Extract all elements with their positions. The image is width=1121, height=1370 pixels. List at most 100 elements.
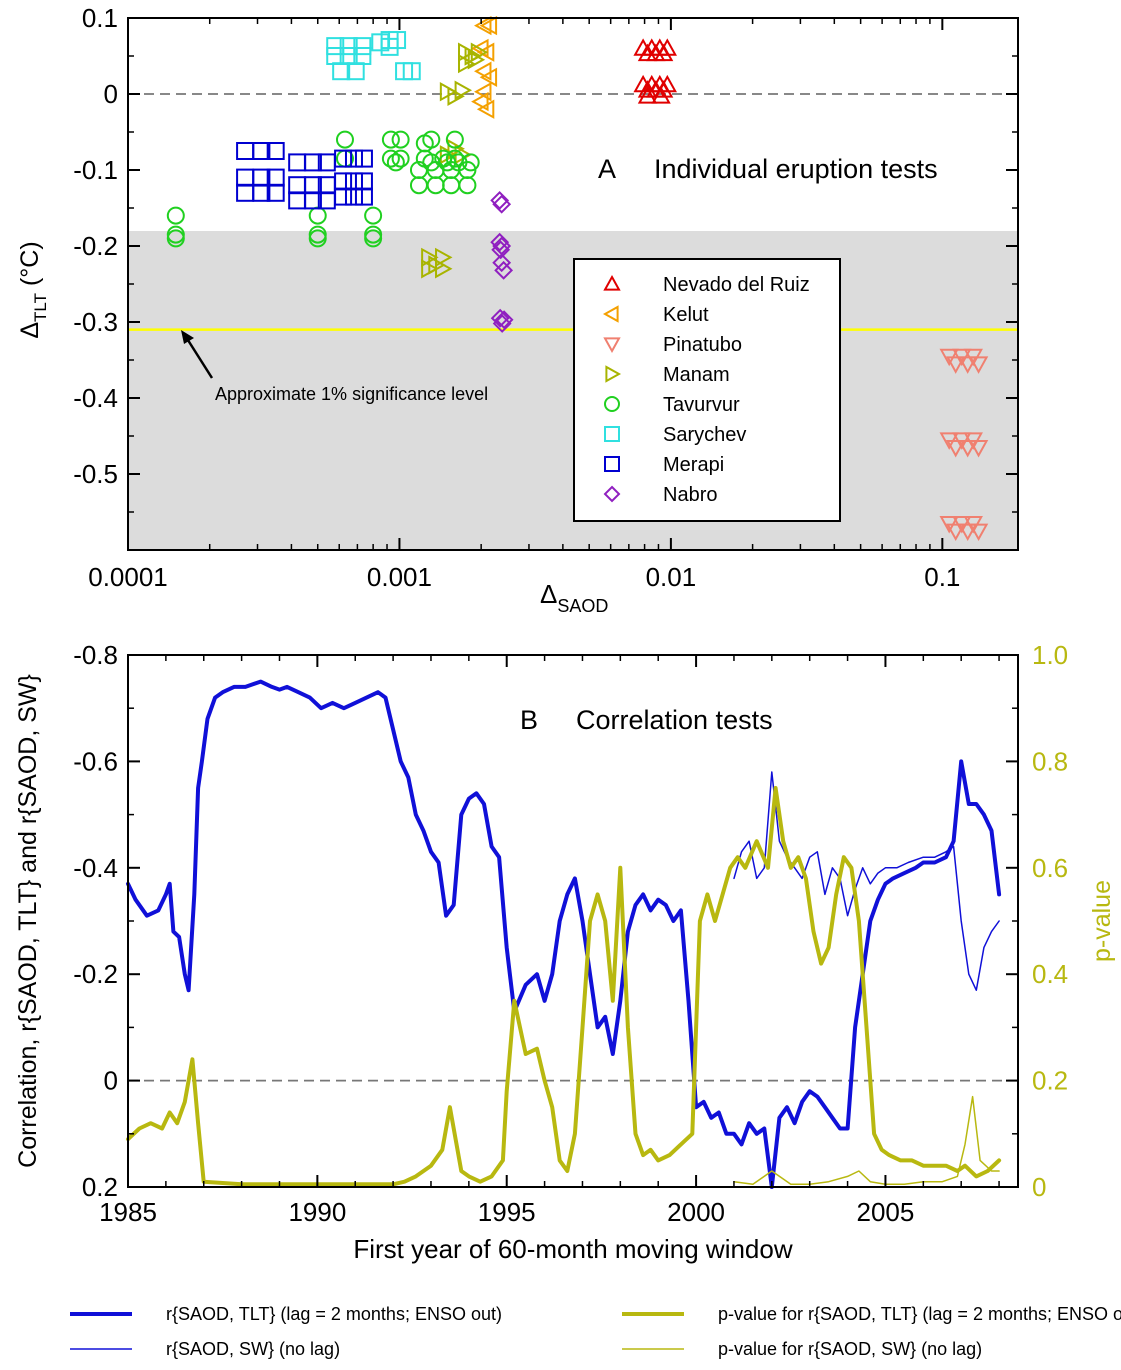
y-right-tick-label: 0.4 [1032, 959, 1068, 989]
panel-a-label: A [598, 154, 616, 184]
annotation-arrow [184, 336, 214, 379]
data-point [454, 80, 473, 100]
data-point [490, 190, 510, 210]
data-point [334, 149, 353, 168]
data-point [266, 142, 285, 160]
data-point [364, 206, 383, 225]
panel-a-data-points [166, 15, 989, 542]
data-point [492, 253, 512, 273]
legend-label: Manam [663, 364, 730, 386]
data-point [490, 232, 510, 252]
panel-a-legend: Nevado del Ruiz Kelut Pinatubo Manam Tavurvu… [573, 258, 841, 522]
y-tick-label: 0 [104, 79, 118, 109]
panel-b-label: B [520, 705, 538, 735]
data-point [354, 187, 373, 206]
data-point [471, 91, 489, 112]
data-point [479, 67, 498, 87]
data-point [494, 260, 514, 280]
legend-marker [604, 396, 620, 412]
data-point [957, 440, 978, 458]
data-point [491, 240, 511, 260]
x-tick-label: 1985 [99, 1197, 157, 1227]
y-tick-label: -0.3 [73, 307, 118, 337]
legend-label: Pinatubo [663, 334, 742, 356]
y-left-tick-label: 0 [104, 1066, 118, 1096]
y-left-tick-label: -0.2 [73, 959, 118, 989]
y-tick-label: -0.2 [73, 231, 118, 261]
y-left-tick-label: -0.8 [73, 640, 118, 670]
data-point [422, 130, 441, 149]
panel-a-x-axis-label: ΔSAOD [540, 579, 608, 616]
data-point [476, 99, 495, 119]
y-tick-label: -0.5 [73, 459, 118, 489]
legend-label: Nevado del Ruiz [663, 274, 810, 296]
data-point [339, 37, 358, 56]
legend-marker [604, 426, 620, 442]
bottom-legend-label: r{SAOD, SW} (no lag) [166, 1339, 340, 1359]
panel-b-right-axis-label: p-value [1088, 880, 1116, 962]
data-point [266, 183, 285, 202]
series-line [126, 786, 1002, 1187]
data-point [945, 440, 966, 458]
legend-marker [603, 337, 621, 354]
panel-a-y-axis-label: ΔTLT (°C) [16, 241, 50, 338]
data-point [470, 42, 489, 62]
y-label-delta: Δ [16, 322, 44, 339]
panel-b: 1985 1990 1995 2000 2005 -0.8 -0.6 -0.4 -0.2 0 0.2… [14, 640, 1116, 1264]
data-point [945, 523, 966, 542]
data-point [252, 142, 271, 160]
data-point [968, 523, 989, 542]
data-point [435, 247, 453, 268]
panel-a-title: Individual eruption tests [654, 154, 938, 184]
x-tick-label: 0.01 [646, 562, 697, 592]
data-point [474, 82, 492, 102]
legend-marker [605, 365, 622, 383]
x-tick-label: 1990 [288, 1197, 346, 1227]
y-right-tick-label: 0 [1032, 1172, 1046, 1202]
panel-a-axis-ticks: 0.0001 0.001 0.01 0.1 0.1 0 -0.1 -0.2 -0.3 -0.4 -0… [73, 3, 1018, 592]
x-tick-label: 0.001 [367, 562, 432, 592]
data-point [344, 172, 363, 191]
y-right-tick-label: 0.8 [1032, 746, 1068, 776]
bottom-legend-label: r{SAOD, TLT} (lag = 2 months; ENSO out) [166, 1304, 502, 1324]
data-point [335, 130, 354, 149]
series-line [126, 679, 1002, 1189]
data-point [326, 37, 345, 56]
y-right-tick-label: 0.6 [1032, 853, 1068, 883]
legend-label: Sarychev [663, 424, 746, 446]
data-point [344, 187, 363, 206]
data-point [968, 356, 989, 374]
data-point [386, 153, 405, 172]
data-point [409, 176, 428, 195]
y-left-tick-label: -0.6 [73, 746, 118, 776]
y-label-subscript: TLT [31, 293, 50, 322]
data-point [334, 187, 353, 206]
x-tick-label: 2005 [857, 1197, 915, 1227]
data-point [461, 153, 480, 172]
data-point [166, 206, 185, 225]
y-left-tick-label: -0.4 [73, 853, 118, 883]
legend-marker [602, 305, 619, 323]
data-point [303, 153, 322, 172]
data-point [252, 183, 271, 202]
y-tick-label: -0.4 [73, 383, 118, 413]
panel-b-title: Correlation tests [576, 705, 773, 735]
data-point [354, 149, 373, 168]
data-point [421, 259, 439, 279]
data-point [467, 50, 486, 70]
data-point [458, 53, 476, 74]
panel-b-axis-ticks: 1985 1990 1995 2000 2005 -0.8 -0.6 -0.4 -0.2 0 0.2… [73, 640, 1068, 1227]
data-point [364, 229, 383, 248]
y-label-unit: (°C) [16, 241, 44, 293]
legend-label: Merapi [663, 454, 724, 476]
data-point [353, 47, 372, 65]
data-point [381, 130, 400, 149]
data-point [388, 31, 407, 50]
data-point [391, 130, 410, 149]
data-point [344, 149, 363, 168]
data-point [308, 229, 327, 248]
panel-a: 0.0001 0.001 0.01 0.1 0.1 0 -0.1 -0.2 -0.3 -0.4 -0… [16, 3, 1019, 616]
series-merapi [236, 142, 373, 210]
legend-marker [603, 485, 621, 503]
